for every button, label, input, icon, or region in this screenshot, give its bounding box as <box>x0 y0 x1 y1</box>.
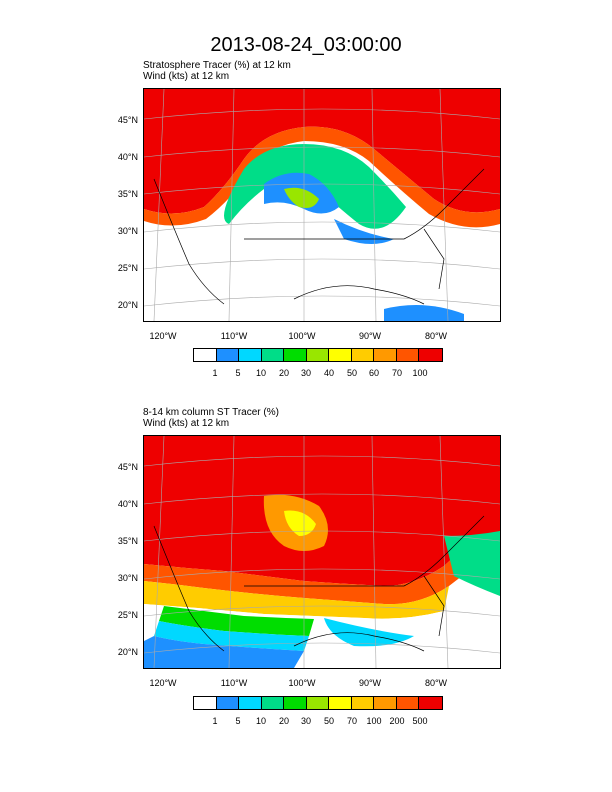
p2-lat-45: 45°N <box>117 462 138 472</box>
p1-lat-45: 45°N <box>117 115 138 125</box>
p1-lon-120: 120°W <box>149 331 177 341</box>
panel2-map <box>143 435 501 669</box>
p2-lon-90: 90°W <box>358 678 382 688</box>
p2-cb-0: 1 <box>212 716 218 726</box>
p2-lat-40: 40°N <box>117 499 138 509</box>
p2-lon-100: 100°W <box>288 678 316 688</box>
p2-cb-4: 30 <box>300 716 311 726</box>
p1-cb-7: 60 <box>368 368 379 378</box>
p1-lat-20: 20°N <box>117 300 138 310</box>
p1-lon-110: 110°W <box>220 331 248 341</box>
p1-lon-90: 90°W <box>358 331 382 341</box>
p1-lat-30: 30°N <box>117 226 138 236</box>
panel1-subtitle: Wind (kts) at 12 km <box>143 71 230 82</box>
panel1-title: Stratosphere Tracer (%) at 12 km <box>143 60 291 71</box>
panel1-colorbar <box>193 348 443 362</box>
p2-lon-120: 120°W <box>149 678 177 688</box>
p2-cb-9: 500 <box>412 716 428 726</box>
p2-lon-110: 110°W <box>220 678 248 688</box>
p2-cb-3: 20 <box>278 716 289 726</box>
panel2-colorbar <box>193 696 443 710</box>
p1-cb-3: 20 <box>278 368 289 378</box>
p1-lat-35: 35°N <box>117 189 138 199</box>
p2-cb-6: 70 <box>346 716 357 726</box>
p1-cb-2: 10 <box>255 368 266 378</box>
p1-cb-9: 100 <box>412 368 428 378</box>
p2-lat-20: 20°N <box>117 647 138 657</box>
p1-cb-8: 70 <box>391 368 402 378</box>
p2-cb-1: 5 <box>235 716 241 726</box>
p2-lon-80: 80°W <box>424 678 448 688</box>
p2-lat-25: 25°N <box>117 610 138 620</box>
p1-cb-1: 5 <box>235 368 241 378</box>
panel2-title: 8-14 km column ST Tracer (%) <box>143 407 279 418</box>
p1-cb-4: 30 <box>300 368 311 378</box>
p1-lon-80: 80°W <box>424 331 448 341</box>
p1-cb-6: 50 <box>346 368 357 378</box>
p2-cb-5: 50 <box>323 716 334 726</box>
p1-lat-25: 25°N <box>117 263 138 273</box>
p2-lat-35: 35°N <box>117 536 138 546</box>
p2-cb-7: 100 <box>366 716 382 726</box>
panel2-subtitle: Wind (kts) at 12 km <box>143 418 230 429</box>
panel1-map <box>143 88 501 322</box>
page-title: 2013-08-24_03:00:00 <box>210 34 402 56</box>
p1-lat-40: 40°N <box>117 152 138 162</box>
p1-cb-0: 1 <box>212 368 218 378</box>
p2-cb-2: 10 <box>255 716 266 726</box>
p1-cb-5: 40 <box>323 368 334 378</box>
p1-lon-100: 100°W <box>288 331 316 341</box>
p2-lat-30: 30°N <box>117 573 138 583</box>
p2-cb-8: 200 <box>389 716 405 726</box>
